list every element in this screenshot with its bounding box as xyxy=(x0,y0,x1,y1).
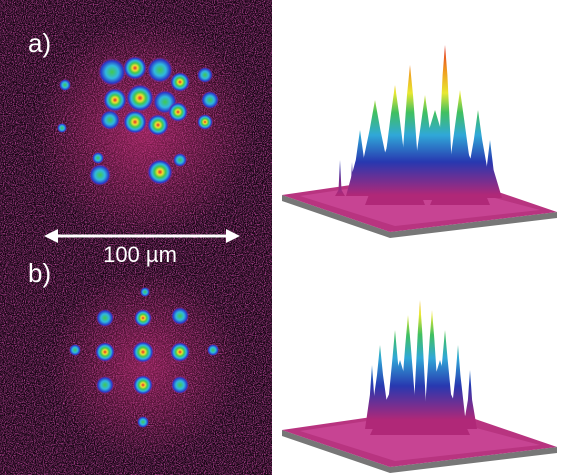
spot xyxy=(57,123,67,133)
spot xyxy=(59,79,71,91)
page: 100 µm a) b) (() => { const data = JSON.… xyxy=(0,0,577,475)
spot xyxy=(171,307,189,325)
spot xyxy=(207,344,219,356)
spot xyxy=(147,159,173,185)
spot xyxy=(103,88,127,112)
spot xyxy=(92,152,104,164)
spot xyxy=(147,114,169,136)
spot xyxy=(89,164,111,186)
spot xyxy=(137,416,149,428)
spot xyxy=(134,309,152,327)
spot xyxy=(100,110,120,130)
spot xyxy=(123,110,147,134)
spot xyxy=(168,102,188,122)
spot xyxy=(123,56,147,80)
spot xyxy=(170,72,190,92)
spot xyxy=(173,153,187,167)
spot xyxy=(132,341,154,363)
spot xyxy=(95,342,115,362)
panel-label: a) xyxy=(28,28,51,58)
surface-plot xyxy=(282,300,557,473)
spot xyxy=(140,287,150,297)
surface-plot xyxy=(282,45,557,238)
panel-label: b) xyxy=(28,258,51,288)
spot xyxy=(201,91,219,109)
spot xyxy=(197,67,213,83)
spot xyxy=(96,309,114,327)
scale-label: 100 µm xyxy=(103,242,177,267)
spike xyxy=(463,370,477,429)
spot xyxy=(197,114,213,130)
spot xyxy=(69,344,81,356)
spot xyxy=(147,57,173,83)
spot xyxy=(96,376,114,394)
spot xyxy=(98,58,126,86)
figure: 100 µm a) b) xyxy=(0,0,577,475)
spot xyxy=(170,342,190,362)
spot xyxy=(126,84,154,112)
spot xyxy=(171,376,189,394)
spot xyxy=(133,375,153,395)
